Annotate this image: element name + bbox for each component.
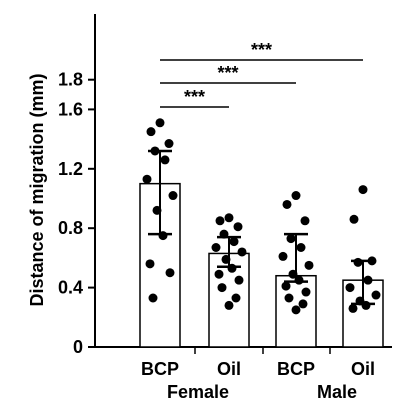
data-point: [160, 155, 170, 165]
data-point: [298, 299, 308, 309]
data-point: [164, 139, 174, 149]
data-point: [224, 213, 234, 223]
data-point: [301, 287, 311, 297]
data-point: [148, 293, 158, 303]
group-label-male: Male: [317, 382, 357, 402]
data-point: [281, 281, 291, 291]
data-point: [284, 293, 294, 303]
y-tick-label: 1.8: [58, 70, 83, 90]
significance-label: ***: [251, 40, 272, 60]
data-point: [233, 222, 243, 232]
group-label-female: Female: [167, 382, 229, 402]
data-point: [349, 214, 359, 224]
data-point: [145, 259, 155, 269]
x-tick-label: BCP: [141, 359, 179, 379]
data-point: [278, 251, 288, 261]
x-tick-label: BCP: [277, 359, 315, 379]
data-point: [358, 185, 368, 195]
y-tick-label: 0.4: [58, 278, 83, 298]
data-point: [217, 283, 227, 293]
data-point: [371, 290, 381, 300]
significance-label: ***: [217, 63, 238, 83]
data-point: [229, 237, 239, 247]
y-axis-label: Distance of migration (mm): [27, 73, 47, 306]
data-point: [215, 216, 225, 226]
data-point: [291, 191, 301, 201]
data-point: [345, 283, 355, 293]
x-tick-label: Oil: [217, 359, 241, 379]
data-point: [348, 303, 358, 313]
y-tick-label: 1.6: [58, 99, 83, 119]
data-point: [304, 260, 314, 270]
data-point: [168, 191, 178, 201]
data-point: [363, 275, 373, 285]
data-point: [353, 257, 363, 267]
data-point: [237, 247, 247, 257]
plot-area: 0 0.4 0.8 1.2 1.6 1.8 BCP Oil BCP Oil *** *** ***: [58, 14, 392, 379]
data-point: [146, 127, 156, 137]
x-tick-label: Oil: [351, 359, 375, 379]
data-point: [165, 268, 175, 278]
data-point: [214, 269, 224, 279]
data-point: [300, 216, 310, 226]
data-point: [224, 300, 234, 310]
data-point: [286, 234, 296, 244]
data-point: [231, 293, 241, 303]
data-point: [296, 243, 306, 253]
y-tick-label: 0.8: [58, 218, 83, 238]
y-tick-label: 0: [73, 337, 83, 357]
data-point: [291, 305, 301, 315]
data-point: [211, 243, 221, 253]
data-point: [234, 275, 244, 285]
data-point: [155, 118, 165, 128]
y-tick-label: 1.2: [58, 159, 83, 179]
data-point: [142, 174, 152, 184]
significance-label: ***: [184, 87, 205, 107]
data-point: [282, 199, 292, 209]
